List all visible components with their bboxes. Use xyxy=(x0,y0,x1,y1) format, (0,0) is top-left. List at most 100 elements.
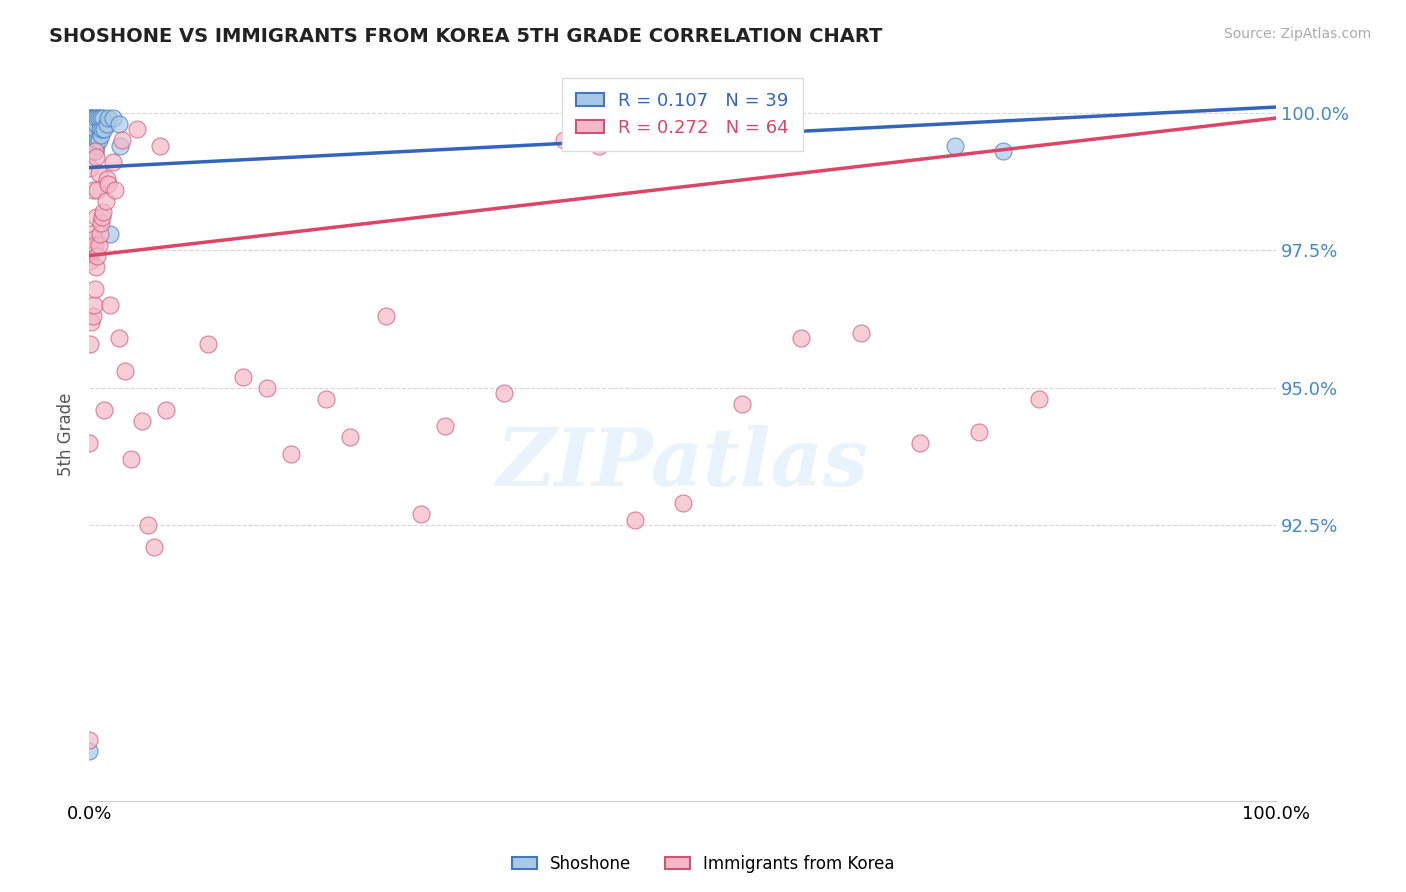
Point xyxy=(138,518,160,533)
Point xyxy=(97,111,120,125)
Point xyxy=(90,128,112,142)
Point xyxy=(82,243,104,257)
Point xyxy=(849,326,872,340)
Point xyxy=(83,128,105,142)
Point xyxy=(79,254,101,268)
Point xyxy=(93,122,115,136)
Point xyxy=(87,111,110,125)
Point xyxy=(1028,392,1050,406)
Point xyxy=(79,161,101,175)
Y-axis label: 5th Grade: 5th Grade xyxy=(58,392,75,476)
Point xyxy=(87,133,110,147)
Point xyxy=(84,150,107,164)
Point xyxy=(131,414,153,428)
Point xyxy=(77,111,100,125)
Point xyxy=(86,249,108,263)
Point xyxy=(77,122,100,136)
Point xyxy=(96,117,118,131)
Point xyxy=(94,194,117,208)
Point xyxy=(84,138,107,153)
Point xyxy=(83,144,105,158)
Point xyxy=(315,392,337,406)
Point xyxy=(77,733,100,747)
Point xyxy=(411,508,433,522)
Point xyxy=(84,210,107,224)
Point xyxy=(79,336,101,351)
Text: Source: ZipAtlas.com: Source: ZipAtlas.com xyxy=(1223,27,1371,41)
Point xyxy=(107,117,129,131)
Point xyxy=(494,386,516,401)
Point xyxy=(80,133,103,147)
Point xyxy=(108,138,131,153)
Point xyxy=(84,111,107,125)
Point xyxy=(107,331,129,345)
Point xyxy=(86,183,108,197)
Point xyxy=(125,122,148,136)
Point xyxy=(991,144,1014,158)
Point xyxy=(93,402,115,417)
Point xyxy=(339,430,361,444)
Point xyxy=(86,133,108,147)
Point xyxy=(104,183,127,197)
Point xyxy=(790,331,813,345)
Point xyxy=(90,216,112,230)
Legend: R = 0.107   N = 39, R = 0.272   N = 64: R = 0.107 N = 39, R = 0.272 N = 64 xyxy=(562,78,803,152)
Point xyxy=(82,133,104,147)
Point xyxy=(87,237,110,252)
Point xyxy=(77,744,100,758)
Point xyxy=(197,336,219,351)
Point xyxy=(155,402,177,417)
Point xyxy=(80,227,103,241)
Point xyxy=(84,117,107,131)
Point xyxy=(87,166,110,180)
Point xyxy=(86,111,108,125)
Point xyxy=(101,155,124,169)
Point xyxy=(84,237,107,252)
Point xyxy=(82,310,104,324)
Point xyxy=(114,364,136,378)
Point xyxy=(553,133,575,147)
Point xyxy=(84,144,107,158)
Legend: Shoshone, Immigrants from Korea: Shoshone, Immigrants from Korea xyxy=(505,848,901,880)
Point xyxy=(91,204,114,219)
Point xyxy=(82,117,104,131)
Point xyxy=(80,315,103,329)
Text: ZIPatlas: ZIPatlas xyxy=(496,425,869,502)
Point xyxy=(908,435,931,450)
Point xyxy=(91,122,114,136)
Point xyxy=(91,111,114,125)
Point xyxy=(100,298,122,312)
Text: SHOSHONE VS IMMIGRANTS FROM KOREA 5TH GRADE CORRELATION CHART: SHOSHONE VS IMMIGRANTS FROM KOREA 5TH GR… xyxy=(49,27,883,45)
Point xyxy=(945,138,967,153)
Point xyxy=(90,111,112,125)
Point xyxy=(967,425,990,439)
Point xyxy=(120,452,142,467)
Point xyxy=(83,232,105,246)
Point xyxy=(111,133,134,147)
Point xyxy=(83,298,105,312)
Point xyxy=(79,117,101,131)
Point xyxy=(79,128,101,142)
Point xyxy=(149,138,172,153)
Point xyxy=(77,243,100,257)
Point xyxy=(80,122,103,136)
Point xyxy=(143,541,166,555)
Point xyxy=(624,513,647,527)
Point xyxy=(256,381,278,395)
Point xyxy=(84,122,107,136)
Point xyxy=(84,144,107,158)
Point xyxy=(80,111,103,125)
Point xyxy=(232,369,254,384)
Point xyxy=(731,397,754,411)
Point xyxy=(77,435,100,450)
Point xyxy=(82,183,104,197)
Point xyxy=(89,227,111,241)
Point xyxy=(434,419,457,434)
Point xyxy=(671,496,693,510)
Point xyxy=(91,210,114,224)
Point xyxy=(97,177,120,191)
Point xyxy=(84,282,107,296)
Point xyxy=(79,111,101,125)
Point xyxy=(100,227,122,241)
Point xyxy=(101,111,124,125)
